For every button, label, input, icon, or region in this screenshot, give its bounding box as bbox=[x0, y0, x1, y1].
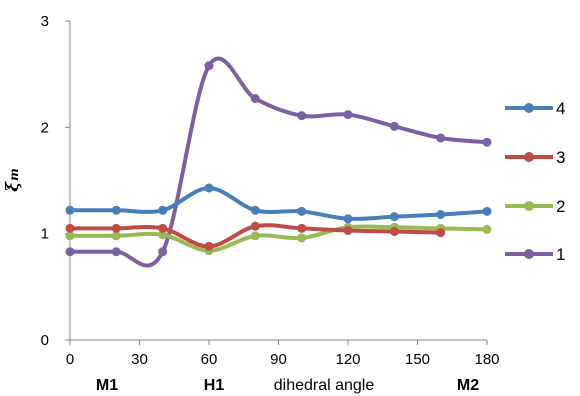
data-point bbox=[436, 228, 446, 238]
y-axis-label-symbol: ξ bbox=[3, 181, 23, 192]
data-point bbox=[436, 133, 446, 143]
data-point bbox=[158, 247, 168, 257]
legend: 4 3 2 1 bbox=[505, 99, 565, 264]
data-point bbox=[482, 224, 492, 234]
data-point bbox=[343, 110, 353, 120]
x-axis-label: dihedral angle bbox=[274, 377, 375, 394]
category-labels: M1 H1 M2 bbox=[96, 377, 479, 394]
category-label: H1 bbox=[204, 377, 225, 394]
y-axis-label-subscript: m bbox=[7, 168, 21, 181]
series-4 bbox=[65, 183, 492, 224]
legend-item-2: 2 bbox=[505, 197, 565, 216]
data-point bbox=[389, 212, 399, 222]
legend-swatch-marker bbox=[524, 249, 534, 259]
legend-swatch-marker bbox=[524, 103, 534, 113]
legend-label: 4 bbox=[556, 99, 565, 118]
axes bbox=[65, 20, 488, 345]
data-point bbox=[111, 223, 121, 233]
data-point bbox=[158, 223, 168, 233]
category-label: M2 bbox=[457, 377, 479, 394]
data-point bbox=[436, 210, 446, 220]
series-1 bbox=[65, 56, 492, 268]
y-tick-label: 3 bbox=[41, 13, 49, 30]
data-point bbox=[158, 205, 168, 215]
x-tick-label: 30 bbox=[131, 351, 148, 368]
legend-item-1: 1 bbox=[505, 245, 565, 264]
data-point bbox=[204, 61, 214, 71]
legend-item-4: 4 bbox=[505, 99, 565, 118]
data-point bbox=[389, 227, 399, 237]
data-point bbox=[111, 205, 121, 215]
legend-label: 3 bbox=[556, 148, 565, 167]
legend-label: 1 bbox=[556, 245, 565, 264]
legend-label: 2 bbox=[556, 197, 565, 216]
x-tick-label: 60 bbox=[201, 351, 218, 368]
data-point bbox=[297, 223, 307, 233]
legend-swatch-marker bbox=[524, 152, 534, 162]
data-point bbox=[297, 233, 307, 243]
data-point bbox=[204, 241, 214, 251]
x-tick-label: 120 bbox=[335, 351, 360, 368]
data-point bbox=[482, 137, 492, 147]
y-axis-label: ξm bbox=[3, 168, 23, 192]
data-point bbox=[111, 247, 121, 257]
series-line bbox=[68, 185, 489, 221]
x-tick-label: 150 bbox=[405, 351, 430, 368]
data-point bbox=[250, 221, 260, 231]
data-point bbox=[250, 205, 260, 215]
y-tick-label: 2 bbox=[41, 119, 49, 136]
x-tick-label: 0 bbox=[66, 351, 74, 368]
data-point bbox=[343, 214, 353, 224]
data-point bbox=[250, 231, 260, 241]
data-point bbox=[204, 183, 214, 193]
data-point bbox=[65, 231, 75, 241]
data-point bbox=[297, 206, 307, 216]
series-line bbox=[68, 224, 489, 253]
data-point bbox=[297, 111, 307, 121]
data-point bbox=[111, 231, 121, 241]
category-label: M1 bbox=[96, 377, 118, 394]
x-tick-label: 90 bbox=[270, 351, 287, 368]
data-point bbox=[158, 230, 168, 240]
data-point bbox=[65, 205, 75, 215]
y-tick-label: 1 bbox=[41, 226, 49, 243]
data-point bbox=[65, 247, 75, 257]
legend-swatch-marker bbox=[524, 201, 534, 211]
x-tick-label: 180 bbox=[474, 351, 499, 368]
data-point bbox=[482, 206, 492, 216]
series-group bbox=[65, 56, 492, 268]
data-point bbox=[389, 121, 399, 131]
legend-item-3: 3 bbox=[505, 148, 565, 167]
y-tick-label: 0 bbox=[41, 332, 49, 349]
data-point bbox=[65, 223, 75, 233]
data-point bbox=[343, 225, 353, 235]
series-3 bbox=[65, 221, 446, 251]
data-point bbox=[250, 94, 260, 104]
